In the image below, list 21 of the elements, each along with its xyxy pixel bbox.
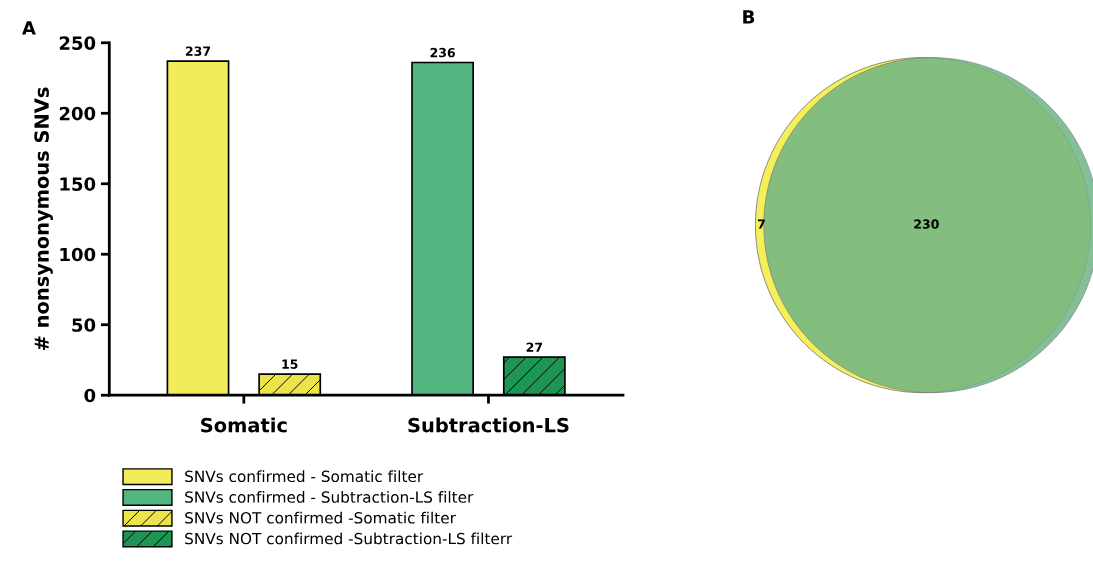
- data-label: 15: [282, 359, 298, 369]
- x-tick-label: Somatic: [201, 417, 287, 433]
- y-tick-label: 250: [59, 36, 96, 50]
- legend-label: SNVs NOT confirmed -Subtraction-LS filterr: [185, 532, 513, 545]
- text: 230: [914, 219, 939, 229]
- legend-label: SNVs confirmed - Somatic filter: [185, 470, 424, 483]
- text: B: [743, 10, 755, 24]
- legend-label: SNVs NOT confirmed -Somatic filter: [185, 511, 456, 524]
- y-tick-label: 100: [60, 247, 96, 262]
- y-tick-label: 0: [84, 388, 96, 403]
- x-tick-label: Subtraction-LS: [408, 417, 569, 433]
- legend-label: SNVs confirmed - Subtraction-LS filter: [185, 491, 474, 503]
- data-label: 236: [430, 47, 455, 58]
- y-tick-label: 200: [59, 106, 96, 121]
- text: 7: [757, 219, 765, 229]
- y-tick-label: 50: [72, 318, 96, 332]
- data-label: 237: [185, 46, 211, 56]
- chart-title: A: [22, 21, 36, 35]
- y-tick-label: 150: [60, 177, 96, 191]
- y-axis-title: # nonsynonymous SNVs: [34, 87, 53, 351]
- data-label: 27: [526, 342, 543, 352]
